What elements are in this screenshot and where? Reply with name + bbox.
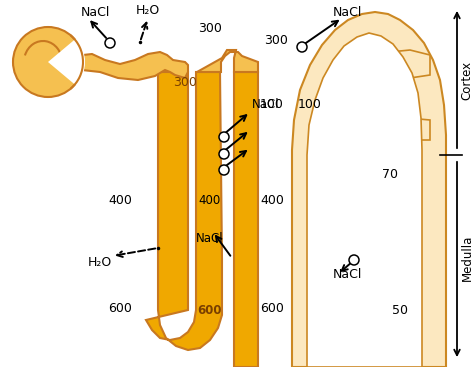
Text: NaCl: NaCl (332, 6, 362, 18)
Circle shape (219, 149, 229, 159)
Text: 300: 300 (173, 76, 197, 88)
Polygon shape (82, 52, 188, 80)
Text: NaCl: NaCl (252, 98, 280, 112)
Text: 50: 50 (392, 304, 408, 316)
Text: Medulla: Medulla (461, 235, 474, 281)
Text: H₂O: H₂O (136, 4, 160, 17)
Text: 100: 100 (298, 98, 322, 112)
Wedge shape (48, 38, 85, 86)
Text: 400: 400 (260, 193, 284, 207)
Text: 100: 100 (260, 98, 284, 112)
Circle shape (13, 27, 83, 97)
Text: 600: 600 (260, 302, 284, 315)
Polygon shape (292, 12, 446, 367)
Text: 70: 70 (382, 168, 398, 182)
Polygon shape (234, 72, 258, 367)
Circle shape (219, 165, 229, 175)
Circle shape (297, 42, 307, 52)
Polygon shape (197, 50, 258, 72)
Text: 400: 400 (108, 193, 132, 207)
Polygon shape (307, 33, 422, 367)
Polygon shape (365, 50, 430, 80)
Circle shape (105, 38, 115, 48)
Polygon shape (146, 72, 222, 350)
Polygon shape (385, 118, 430, 140)
Text: 600: 600 (108, 302, 132, 315)
Circle shape (349, 255, 359, 265)
Text: 600: 600 (198, 304, 222, 316)
Text: NaCl: NaCl (196, 232, 224, 244)
Circle shape (219, 132, 229, 142)
Text: H₂O: H₂O (88, 255, 112, 269)
Text: NaCl: NaCl (332, 269, 362, 281)
Text: 300: 300 (264, 33, 288, 47)
Text: NaCl: NaCl (80, 6, 109, 18)
Text: 300: 300 (198, 22, 222, 34)
Text: Cortex: Cortex (461, 61, 474, 99)
Text: 400: 400 (199, 193, 221, 207)
